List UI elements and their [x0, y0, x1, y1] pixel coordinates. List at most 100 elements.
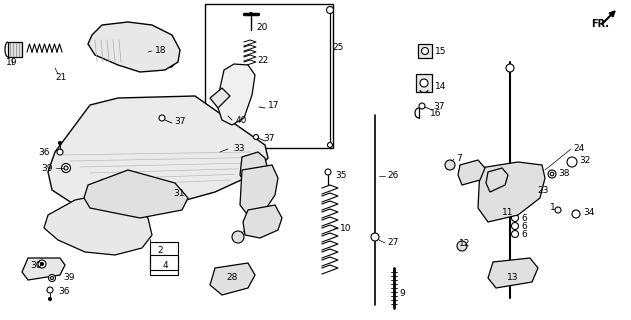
- Text: 8: 8: [490, 171, 496, 180]
- Circle shape: [422, 47, 428, 54]
- Text: 37: 37: [174, 116, 186, 125]
- Polygon shape: [218, 64, 255, 125]
- Circle shape: [327, 142, 333, 148]
- Circle shape: [550, 172, 554, 176]
- Text: FR.: FR.: [591, 19, 609, 29]
- Circle shape: [232, 231, 244, 243]
- Text: 17: 17: [268, 100, 280, 109]
- Text: 20: 20: [256, 22, 268, 31]
- Text: 18: 18: [155, 45, 167, 54]
- Text: 23: 23: [537, 186, 548, 195]
- Circle shape: [159, 115, 165, 121]
- Circle shape: [261, 211, 269, 219]
- Circle shape: [40, 262, 44, 266]
- Text: 36: 36: [58, 287, 69, 297]
- Circle shape: [49, 275, 56, 282]
- Text: 6: 6: [521, 213, 527, 222]
- Polygon shape: [458, 160, 485, 185]
- Polygon shape: [210, 88, 230, 108]
- Circle shape: [555, 207, 561, 213]
- Text: 25: 25: [332, 43, 343, 52]
- Text: 1: 1: [550, 203, 556, 212]
- Circle shape: [38, 260, 46, 268]
- Circle shape: [47, 287, 53, 293]
- Text: 16: 16: [430, 108, 442, 117]
- Circle shape: [572, 210, 580, 218]
- Polygon shape: [243, 205, 282, 238]
- Text: 32: 32: [579, 156, 591, 164]
- Polygon shape: [240, 152, 268, 185]
- Text: 9: 9: [399, 289, 404, 298]
- Text: 40: 40: [236, 116, 247, 124]
- Text: 29: 29: [248, 223, 259, 233]
- Text: 6: 6: [521, 229, 527, 238]
- Text: 35: 35: [335, 171, 346, 180]
- Text: 11: 11: [502, 207, 514, 217]
- Polygon shape: [240, 165, 278, 218]
- Circle shape: [457, 241, 467, 251]
- Polygon shape: [88, 22, 180, 72]
- Circle shape: [61, 164, 71, 172]
- Text: 39: 39: [42, 164, 53, 172]
- Text: 27: 27: [387, 237, 398, 246]
- Circle shape: [567, 157, 577, 167]
- Text: 12: 12: [459, 238, 471, 247]
- Text: 37: 37: [433, 101, 444, 110]
- Polygon shape: [210, 263, 255, 295]
- Circle shape: [506, 64, 514, 72]
- Polygon shape: [84, 170, 188, 218]
- Text: 21: 21: [56, 73, 67, 82]
- Polygon shape: [478, 162, 545, 222]
- Circle shape: [419, 103, 425, 109]
- Circle shape: [326, 6, 334, 13]
- Text: 5: 5: [464, 167, 470, 177]
- Polygon shape: [22, 258, 65, 280]
- Polygon shape: [8, 42, 22, 57]
- Circle shape: [64, 166, 68, 170]
- Bar: [150, 242, 178, 270]
- Text: 7: 7: [456, 154, 462, 163]
- Circle shape: [371, 233, 379, 241]
- Polygon shape: [488, 258, 538, 288]
- Text: 6: 6: [521, 221, 527, 230]
- Text: 15: 15: [435, 46, 447, 55]
- Text: 14: 14: [435, 82, 446, 91]
- Circle shape: [512, 230, 519, 237]
- Text: 22: 22: [257, 55, 268, 65]
- Circle shape: [512, 214, 519, 221]
- Bar: [205, 4, 333, 148]
- Text: 19: 19: [6, 58, 18, 67]
- Text: 37: 37: [263, 133, 274, 142]
- Text: 10: 10: [340, 223, 351, 233]
- Text: 34: 34: [583, 207, 594, 217]
- Circle shape: [59, 141, 61, 145]
- Text: 30: 30: [30, 261, 42, 270]
- Text: 28: 28: [227, 273, 238, 282]
- Circle shape: [254, 181, 262, 189]
- Bar: [416, 74, 432, 92]
- Text: 3: 3: [255, 157, 261, 166]
- Polygon shape: [48, 96, 268, 210]
- Text: 2: 2: [157, 245, 163, 254]
- Circle shape: [548, 170, 556, 178]
- Circle shape: [325, 169, 331, 175]
- Text: 4: 4: [162, 260, 168, 269]
- Text: 33: 33: [233, 143, 244, 153]
- Text: 31: 31: [173, 188, 184, 197]
- Text: 13: 13: [507, 273, 519, 282]
- Circle shape: [496, 211, 504, 219]
- Circle shape: [249, 12, 252, 15]
- Circle shape: [249, 197, 255, 203]
- Text: 26: 26: [387, 171, 398, 180]
- Polygon shape: [44, 195, 152, 255]
- Text: 24: 24: [573, 143, 584, 153]
- Circle shape: [57, 149, 63, 155]
- Text: 39: 39: [63, 274, 74, 283]
- Circle shape: [445, 160, 455, 170]
- Text: 38: 38: [558, 169, 570, 178]
- Text: 36: 36: [38, 148, 50, 156]
- Circle shape: [50, 276, 54, 279]
- Bar: [150, 255, 178, 275]
- Polygon shape: [486, 168, 508, 192]
- Circle shape: [420, 79, 428, 87]
